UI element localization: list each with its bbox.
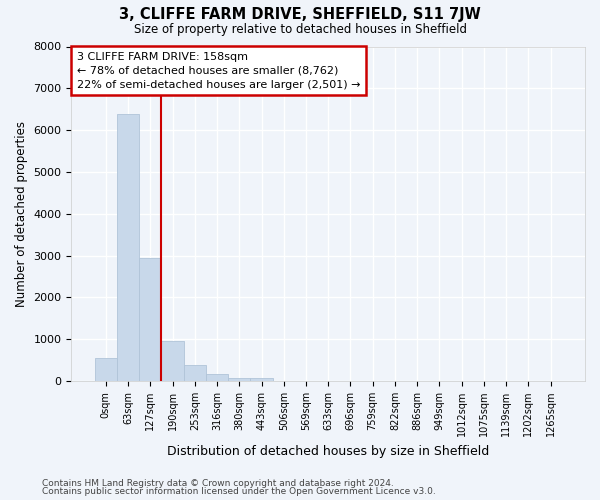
X-axis label: Distribution of detached houses by size in Sheffield: Distribution of detached houses by size … [167, 444, 490, 458]
Bar [95, 358, 117, 381]
Bar [228, 378, 250, 381]
Bar [117, 114, 139, 381]
Text: 3 CLIFFE FARM DRIVE: 158sqm
← 78% of detached houses are smaller (8,762)
22% of : 3 CLIFFE FARM DRIVE: 158sqm ← 78% of det… [77, 52, 360, 90]
Y-axis label: Number of detached properties: Number of detached properties [15, 120, 28, 306]
Bar [161, 341, 184, 381]
Bar [250, 378, 272, 381]
Text: Contains public sector information licensed under the Open Government Licence v3: Contains public sector information licen… [42, 487, 436, 496]
Bar [206, 374, 228, 381]
Bar [184, 365, 206, 381]
Bar [139, 258, 161, 381]
Text: 3, CLIFFE FARM DRIVE, SHEFFIELD, S11 7JW: 3, CLIFFE FARM DRIVE, SHEFFIELD, S11 7JW [119, 8, 481, 22]
Text: Size of property relative to detached houses in Sheffield: Size of property relative to detached ho… [133, 22, 467, 36]
Text: Contains HM Land Registry data © Crown copyright and database right 2024.: Contains HM Land Registry data © Crown c… [42, 478, 394, 488]
